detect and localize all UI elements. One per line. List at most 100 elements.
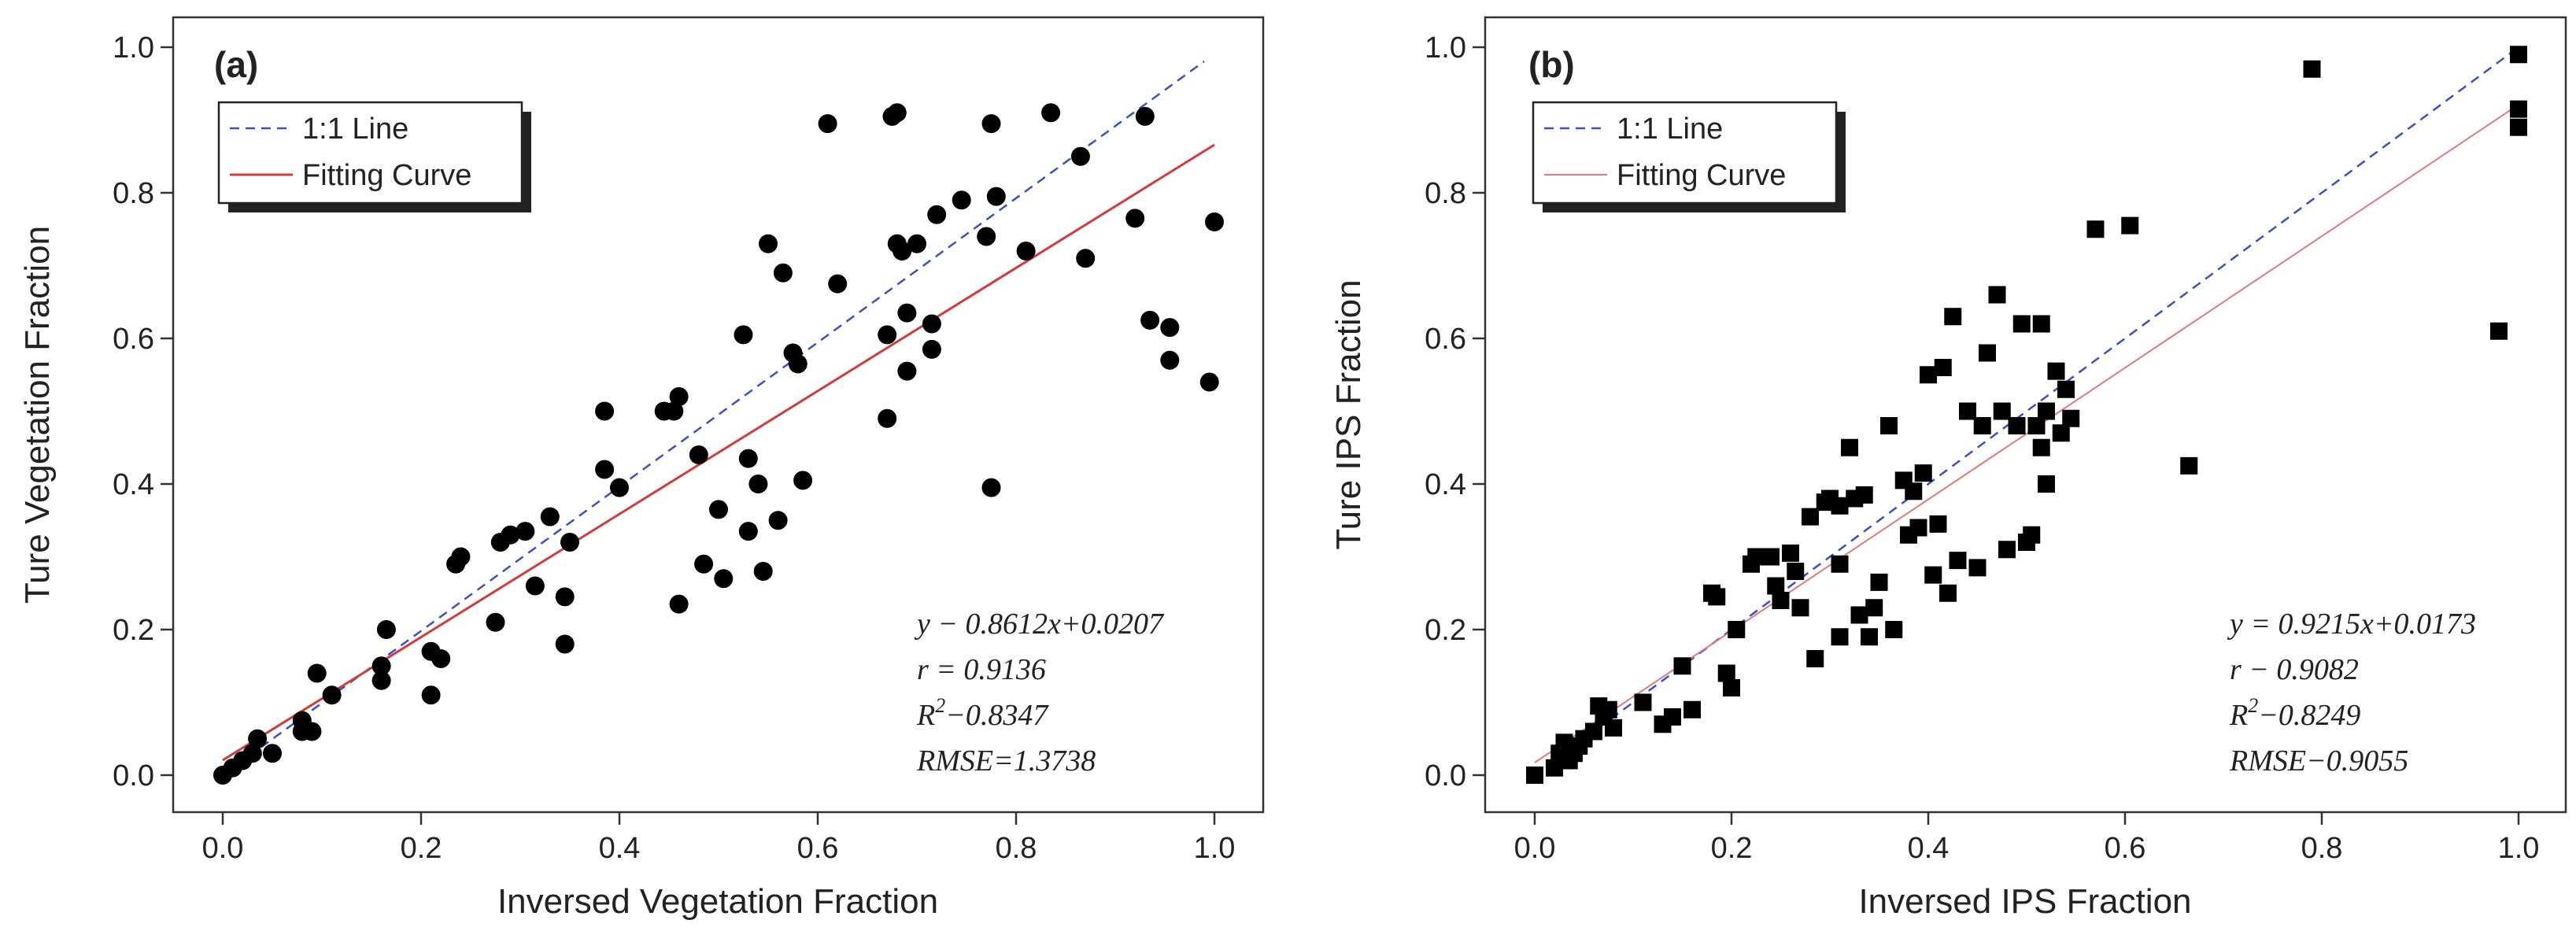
data-point <box>2032 315 2050 333</box>
data-point <box>714 569 734 589</box>
x-tick-0: 0.0 <box>202 812 243 865</box>
data-point <box>486 612 505 632</box>
y-tick-label: 0.2 <box>1425 614 1466 647</box>
data-point <box>1664 708 1681 726</box>
data-point <box>595 401 615 421</box>
y-tick-5: 1.0 <box>113 31 173 65</box>
data-point <box>1973 417 1991 434</box>
data-point <box>1605 719 1622 737</box>
data-point <box>2086 220 2105 238</box>
data-point <box>371 670 391 690</box>
data-point <box>1939 584 1957 602</box>
points-layer <box>213 103 1224 785</box>
x-tick-label: 1.0 <box>2498 832 2540 865</box>
data-point <box>897 303 917 323</box>
data-point <box>694 554 714 574</box>
data-point <box>1762 548 1780 566</box>
data-point <box>2047 362 2065 380</box>
y-tick-3: 0.6 <box>1425 323 1485 356</box>
data-point <box>689 445 708 464</box>
stats-r: r − 0.9082 <box>2230 653 2359 686</box>
y-tick-2: 0.4 <box>1425 468 1485 501</box>
data-point <box>2032 438 2050 456</box>
data-point <box>2038 475 2055 493</box>
y-axis-title: Ture Vegetation Fraction <box>18 226 57 604</box>
x-tick-label: 1.0 <box>1194 832 1236 865</box>
y-axis-title: Ture IPS Fraction <box>1329 279 1368 549</box>
data-point <box>748 475 768 493</box>
data-point <box>1772 592 1790 609</box>
data-point <box>376 620 396 639</box>
data-point <box>1140 310 1160 330</box>
data-point <box>1787 563 1805 580</box>
stats-rmse: RMSE=1.3738 <box>916 744 1096 778</box>
data-point <box>1968 559 1987 577</box>
data-point <box>2057 380 2075 398</box>
data-point <box>1806 650 1824 667</box>
data-point <box>981 114 1001 134</box>
y-tick-0: 0.0 <box>113 759 173 792</box>
data-point <box>2012 315 2031 333</box>
data-point <box>773 263 793 283</box>
data-point <box>738 522 758 541</box>
data-point <box>421 685 441 705</box>
y-tick-label: 0.0 <box>113 759 154 792</box>
data-point <box>1546 759 1563 777</box>
stats-rmse: RMSE−0.9055 <box>2229 744 2408 778</box>
data-point <box>1723 679 1740 696</box>
data-point <box>555 634 575 654</box>
x-axis-title: Inversed Vegetation Fraction <box>497 882 938 921</box>
data-point <box>1041 103 1061 123</box>
data-point <box>1205 212 1224 231</box>
data-point <box>1959 402 1976 420</box>
data-point <box>1850 606 1868 624</box>
data-point <box>1728 621 1746 638</box>
y-tick-label: 0.4 <box>1425 468 1466 501</box>
legend-label-1to1: 1:1 Line <box>1617 113 1723 146</box>
x-tick-label: 0.2 <box>401 832 442 865</box>
x-tick-label: 0.6 <box>797 832 839 865</box>
y-tick-label: 0.6 <box>1425 323 1466 356</box>
stats-block: y − 0.8612x+0.0207 r = 0.9136 R2−0.8347 … <box>914 608 1165 778</box>
data-point <box>2490 322 2508 340</box>
data-point <box>1929 515 1947 533</box>
data-point <box>1909 519 1927 537</box>
data-point <box>1988 286 2006 304</box>
data-point <box>2038 402 2055 420</box>
x-tick-3: 0.6 <box>2105 812 2145 865</box>
data-point <box>709 500 728 519</box>
y-tick-5: 1.0 <box>1425 31 1485 65</box>
x-tick-2: 0.4 <box>1908 812 1949 865</box>
data-point <box>1135 106 1155 126</box>
plot-frame <box>1484 16 2567 814</box>
data-point <box>1526 767 1543 784</box>
data-point <box>1160 318 1180 338</box>
y-tick-1: 0.2 <box>1425 614 1485 647</box>
data-point <box>1944 308 1962 326</box>
data-point <box>986 187 1006 206</box>
data-point <box>1993 402 2011 420</box>
stats-equation: y − 0.8612x+0.0207 <box>914 608 1165 641</box>
data-point <box>525 576 545 596</box>
x-tick-label: 0.0 <box>1514 832 1556 865</box>
data-point <box>1979 344 1996 362</box>
data-point <box>1998 541 2016 559</box>
data-point <box>1673 657 1691 675</box>
panel-label: (a) <box>214 44 258 85</box>
data-point <box>981 478 1001 497</box>
legend-box <box>1532 101 1838 205</box>
data-point <box>1949 552 1967 570</box>
legend-label-fit: Fitting Curve <box>302 159 471 192</box>
data-point <box>907 234 926 253</box>
stats-r: r = 0.9136 <box>917 653 1046 686</box>
data-point <box>664 401 684 421</box>
panel-label: (b) <box>1528 44 1575 85</box>
data-point <box>878 408 897 428</box>
one-to-one-line <box>222 60 1205 777</box>
data-point <box>878 325 897 345</box>
data-point <box>431 649 451 668</box>
legend: 1:1 Line Fitting Curve <box>1532 101 1846 212</box>
data-point <box>669 594 689 614</box>
data-point <box>1076 249 1096 268</box>
